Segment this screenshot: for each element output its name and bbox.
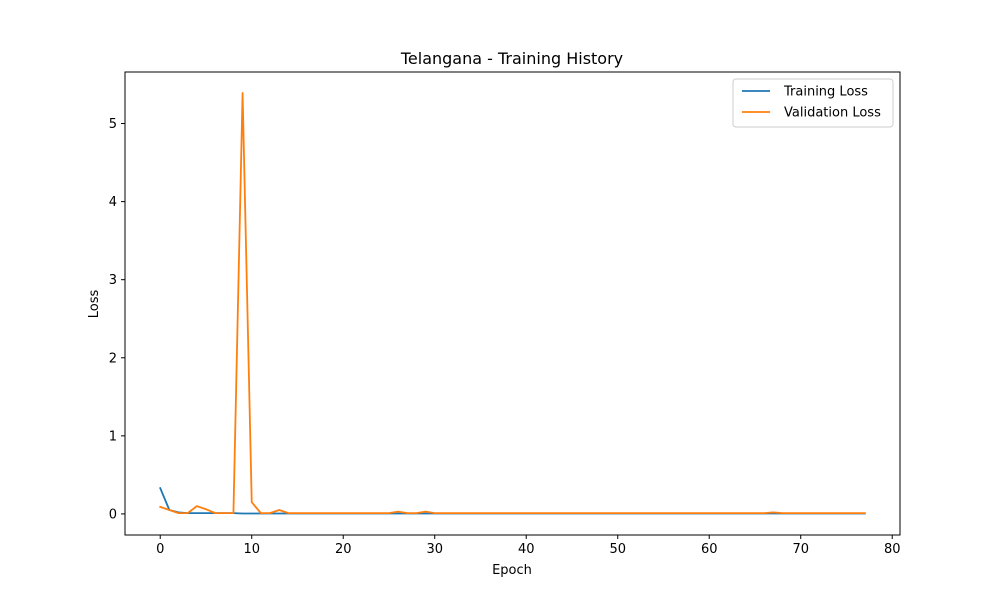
x-tick-label: 70: [792, 542, 809, 557]
axes-frame: [124, 71, 901, 536]
series-line-validation-loss: [159, 92, 866, 515]
y-tick-label: 3: [109, 273, 117, 288]
legend: Training Loss Validation Loss: [732, 78, 894, 128]
legend-entry: Training Loss: [783, 85, 868, 100]
x-tick-label: 30: [426, 542, 443, 557]
x-tick-label: 20: [335, 542, 352, 557]
y-tick-label: 4: [109, 195, 117, 210]
legend-box: [732, 78, 894, 128]
legend-entry: Validation Loss: [784, 106, 881, 121]
x-tick-label: 40: [518, 542, 535, 557]
y-tick-label: 1: [109, 429, 117, 444]
x-tick-label: 80: [884, 542, 901, 557]
y-axis-ticks: 0 1 2 3 4 5: [109, 117, 125, 522]
series-line-training-loss: [159, 486, 866, 515]
x-tick-label: 50: [609, 542, 626, 557]
y-tick-label: 0: [109, 507, 117, 522]
x-axis-label: Epoch: [492, 563, 532, 578]
series-lines: [159, 92, 866, 515]
y-axis-label: Loss: [87, 290, 102, 319]
x-tick-label: 60: [701, 542, 718, 557]
x-tick-label: 0: [156, 542, 164, 557]
y-tick-label: 2: [109, 351, 117, 366]
y-tick-label: 5: [109, 117, 117, 132]
x-tick-label: 10: [243, 542, 260, 557]
x-axis-ticks: 0 10 20 30 40 50 60 70 80: [156, 535, 900, 557]
chart-title: Telangana - Training History: [400, 49, 623, 68]
